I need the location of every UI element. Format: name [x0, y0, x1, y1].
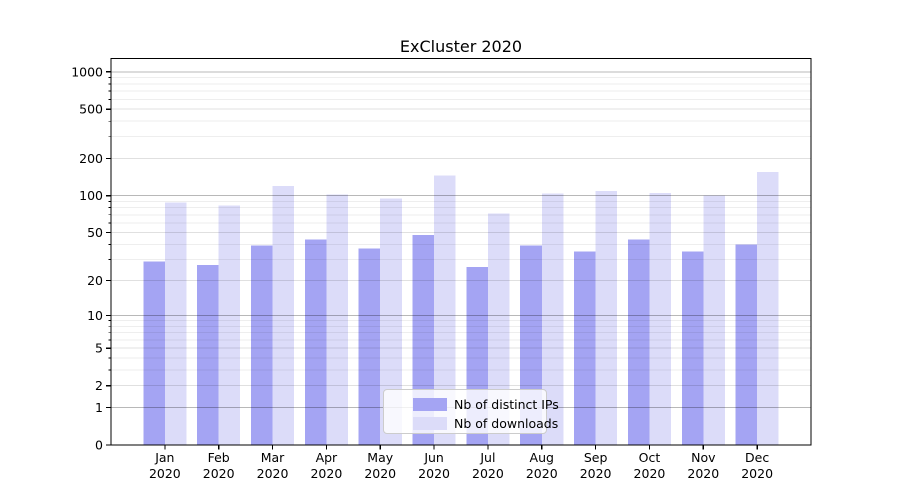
x-tick-label: Nov 2020: [687, 450, 719, 481]
legend-item-distinct-ips: Nb of distinct IPs: [413, 395, 559, 413]
bar-distinct-ips-may: [358, 248, 381, 445]
y-tick-label: 1000: [71, 64, 103, 79]
bar-distinct-ips-sep: [574, 251, 596, 445]
bar-downloads-jan: [164, 202, 187, 445]
y-tick-label: 1: [95, 400, 103, 415]
y-tick-label: 10: [87, 308, 103, 323]
y-tick-label: 20: [87, 273, 103, 288]
x-tick-label: Sep 2020: [580, 450, 612, 481]
x-tick-label: Feb 2020: [203, 450, 235, 481]
x-tick-label: Jan 2020: [149, 450, 181, 481]
bar-downloads-may: [380, 198, 402, 445]
x-tick-label: Dec 2020: [741, 450, 773, 481]
bar-distinct-ips-jan: [143, 261, 165, 445]
legend-label-distinct-ips: Nb of distinct IPs: [454, 396, 559, 412]
legend-label-downloads: Nb of downloads: [454, 415, 559, 431]
y-tick-label: 2: [95, 378, 103, 393]
x-tick-label: Aug 2020: [526, 450, 558, 481]
legend-item-downloads: Nb of downloads: [413, 414, 558, 432]
x-tick-label: Oct 2020: [634, 450, 666, 481]
y-tick-label: 200: [79, 151, 103, 166]
bar-downloads-mar: [272, 185, 295, 445]
bar-downloads-jun: [434, 175, 456, 445]
bar-distinct-ips-feb: [197, 265, 219, 445]
y-tick-label: 500: [79, 102, 103, 117]
x-tick-label: Jul 2020: [472, 450, 504, 481]
bar-distinct-ips-nov: [681, 251, 704, 445]
bar-distinct-ips-oct: [627, 239, 650, 445]
x-tick-label: Jun 2020: [418, 450, 450, 481]
x-tick-label: May 2020: [364, 450, 396, 481]
bar-distinct-ips-apr: [304, 239, 327, 445]
bar-downloads-apr: [326, 194, 348, 445]
bar-distinct-ips-dec: [735, 244, 758, 445]
bar-distinct-ips-mar: [251, 245, 273, 445]
plot-border: [110, 57, 812, 446]
bar-downloads-nov: [703, 195, 725, 445]
legend: Nb of distinct IPs Nb of downloads: [383, 389, 559, 434]
x-tick-label: Apr 2020: [310, 450, 342, 481]
y-tick-label: 5: [95, 341, 103, 356]
bar-downloads-sep: [595, 191, 618, 445]
x-tick-label: Mar 2020: [257, 450, 289, 481]
chart-title: ExCluster 2020: [399, 37, 523, 56]
y-tick-label: 100: [79, 188, 103, 203]
legend-swatch-downloads-icon: [413, 416, 447, 430]
bar-downloads-feb: [218, 205, 241, 445]
bar-downloads-dec: [757, 171, 779, 445]
bar-downloads-jul: [487, 213, 510, 445]
bar-downloads-aug: [541, 193, 564, 445]
bar-downloads-oct: [649, 193, 671, 445]
legend-swatch-distinct-ips-icon: [413, 397, 447, 411]
y-tick-label: 0: [95, 438, 103, 453]
y-tick-label: 50: [87, 225, 103, 240]
